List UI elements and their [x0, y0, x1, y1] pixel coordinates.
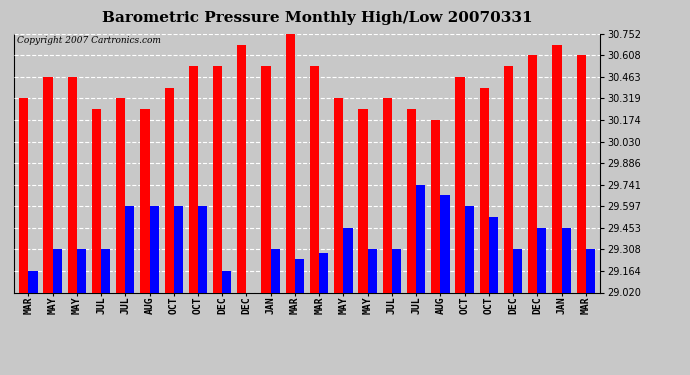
Bar: [126, 206, 135, 292]
Bar: [116, 99, 126, 292]
Bar: [358, 110, 368, 292]
Bar: [164, 88, 174, 292]
Bar: [52, 249, 62, 292]
Bar: [383, 99, 392, 292]
Bar: [140, 110, 150, 292]
Bar: [504, 66, 513, 292]
Bar: [286, 34, 295, 292]
Bar: [101, 249, 110, 292]
Bar: [213, 66, 222, 292]
Bar: [92, 110, 101, 292]
Bar: [416, 185, 425, 292]
Bar: [270, 249, 280, 292]
Bar: [189, 66, 198, 292]
Bar: [310, 66, 319, 292]
Bar: [198, 206, 207, 292]
Bar: [440, 195, 450, 292]
Bar: [28, 271, 37, 292]
Bar: [334, 99, 344, 292]
Bar: [368, 249, 377, 292]
Bar: [552, 45, 562, 292]
Bar: [513, 249, 522, 292]
Bar: [562, 228, 571, 292]
Bar: [150, 206, 159, 292]
Bar: [344, 228, 353, 292]
Bar: [174, 206, 183, 292]
Bar: [43, 77, 52, 292]
Bar: [407, 110, 416, 292]
Bar: [577, 55, 586, 292]
Bar: [262, 66, 270, 292]
Bar: [431, 120, 440, 292]
Text: Barometric Pressure Monthly High/Low 20070331: Barometric Pressure Monthly High/Low 200…: [102, 11, 533, 25]
Bar: [77, 249, 86, 292]
Bar: [489, 217, 498, 292]
Bar: [586, 249, 595, 292]
Bar: [538, 228, 546, 292]
Bar: [68, 77, 77, 292]
Bar: [295, 259, 304, 292]
Bar: [19, 99, 28, 292]
Bar: [480, 88, 489, 292]
Bar: [455, 77, 464, 292]
Bar: [528, 55, 538, 292]
Text: Copyright 2007 Cartronics.com: Copyright 2007 Cartronics.com: [17, 36, 161, 45]
Bar: [319, 253, 328, 292]
Bar: [392, 249, 401, 292]
Bar: [222, 271, 231, 292]
Bar: [464, 206, 474, 292]
Bar: [237, 45, 246, 292]
